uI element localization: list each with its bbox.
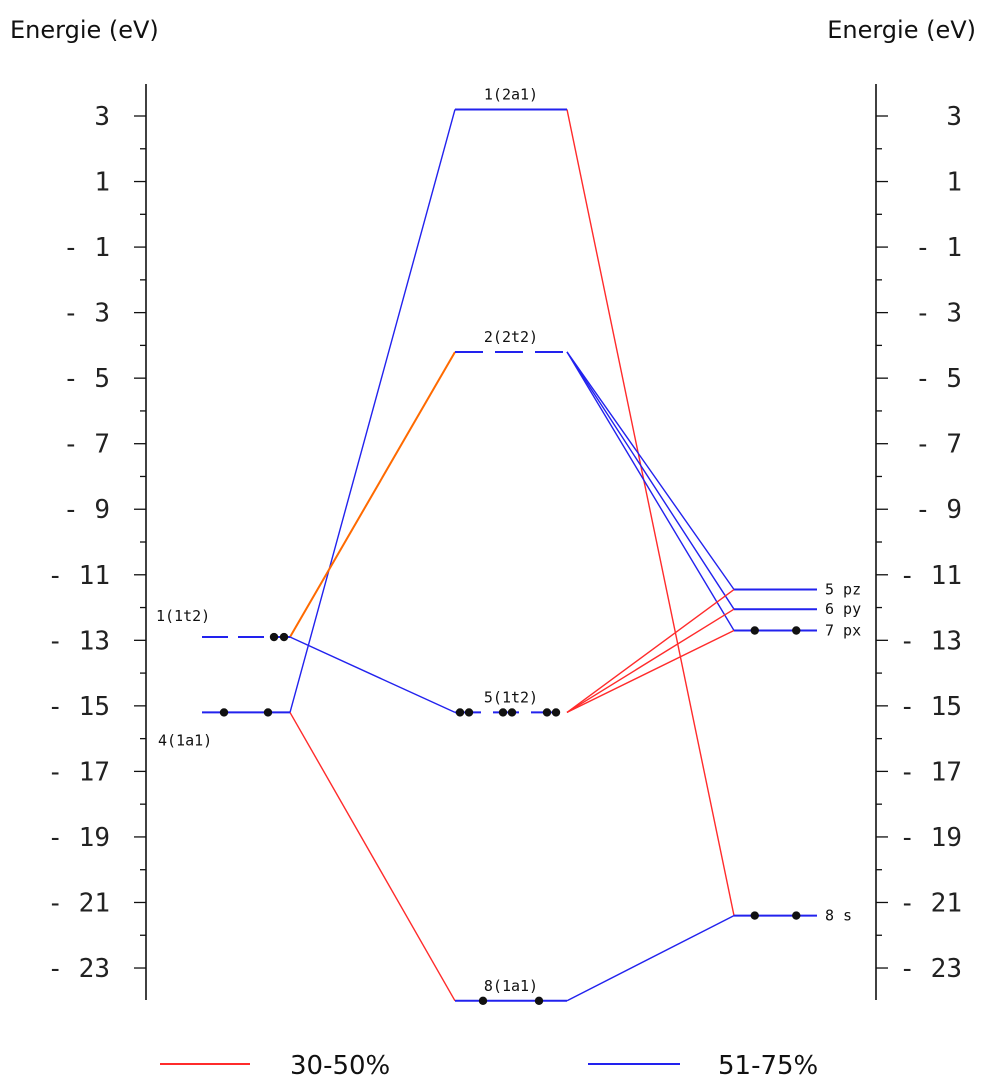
electron-dot [219,708,229,717]
electron-dot [792,626,801,635]
connection-C2a1-L4a1 [289,109,456,713]
left-tick-label: - 9 [63,495,110,525]
connection-C1t2-Rpy [566,608,735,714]
electron-dot [269,632,279,642]
electron-dot [551,708,561,717]
right-tick-label: - 21 [899,888,962,918]
energy-levels: 1(1t2) 4(1a1) 1(2a1) 2(2t2) 5(1t2) 8(1a1) 5 pz… [156,85,861,1005]
left-tick-label: - 7 [63,430,110,460]
connection-C2t2-Rpz [566,351,735,590]
electron-dot [478,996,488,1005]
left-tick-label: - 5 [63,364,110,394]
left-tick-label: 3 [94,102,110,132]
right-tick-label: - 13 [899,626,962,656]
electron-dot [542,708,552,717]
left-tick-label: - 23 [47,954,110,984]
right-tick-label: 1 [946,168,962,198]
electron-dot [263,708,273,717]
electron-dot [750,626,759,635]
connection-C1t2-L1t2 [289,636,456,714]
electron-dot [464,708,474,717]
level-label-L1t2: 1(1t2) [156,607,210,625]
right-tick-label: - 1 [915,233,962,263]
right-tick-label: 3 [946,102,962,132]
left-tick-label: - 19 [47,823,110,853]
connection-C1t2-Rpx [566,629,735,714]
connection-C1t2-Rpz [566,588,735,713]
left-tick-label: - 13 [47,626,110,656]
connection-C1a1-L4a1 [289,712,456,1002]
connection-C2a1-Rs [566,109,735,916]
right-tick-label: - 5 [915,364,962,394]
right-axis-title: Energie (eV) [827,16,976,44]
left-tick-label: - 17 [47,757,110,787]
level-label-C1a1: 8(1a1) [484,977,538,995]
left-tick-label: - 1 [63,233,110,263]
right-tick-label: - 19 [899,823,962,853]
right-tick-label: - 3 [915,299,962,329]
left-tick-label: - 21 [47,888,110,918]
left-tick-label: - 3 [63,299,110,329]
electron-dot [534,996,544,1005]
correlation-lines [289,109,735,1002]
electron-dot [279,632,289,642]
right-tick-label: - 17 [899,757,962,787]
left-axis-title: Energie (eV) [10,16,159,44]
level-label-C1t2: 5(1t2) [484,688,538,706]
right-tick-label: - 11 [899,561,962,591]
right-tick-label: - 23 [899,954,962,984]
level-label-C2a1: 1(2a1) [484,85,538,103]
legend-label-blue: 51-75% [718,1051,818,1081]
level-label-C2t2: 2(2t2) [484,328,538,346]
energy-axes: 31- 1- 3- 5- 7- 9- 11- 13- 15- 17- 19- 2… [47,84,962,1000]
connection-C2t2-L1t2 [289,351,456,638]
connection-C1a1-Rs [566,914,735,1002]
connection-C2t2-Rpx [566,351,735,631]
legend-label-red: 30-50% [290,1051,390,1081]
right-tick-label: - 9 [915,495,962,525]
right-tick-label: - 7 [915,430,962,460]
level-label-Rpz: 5 pz [825,581,861,599]
right-tick-label: - 15 [899,692,962,722]
electron-dot [750,911,759,920]
electron-dot [507,708,517,717]
level-label-L4a1: 4(1a1) [158,731,212,749]
level-label-Rpy: 6 py [825,600,861,618]
left-tick-label: - 15 [47,692,110,722]
connection-C2t2-Rpy [566,351,735,610]
legend: 30-50% 51-75% [160,1051,818,1081]
left-tick-label: 1 [94,168,110,198]
level-label-Rpx: 7 px [825,621,861,639]
level-label-Rs: 8 s [825,907,852,925]
left-tick-label: - 11 [47,561,110,591]
electron-dot [455,708,465,717]
electron-dot [792,911,801,920]
electron-dot [498,708,508,717]
